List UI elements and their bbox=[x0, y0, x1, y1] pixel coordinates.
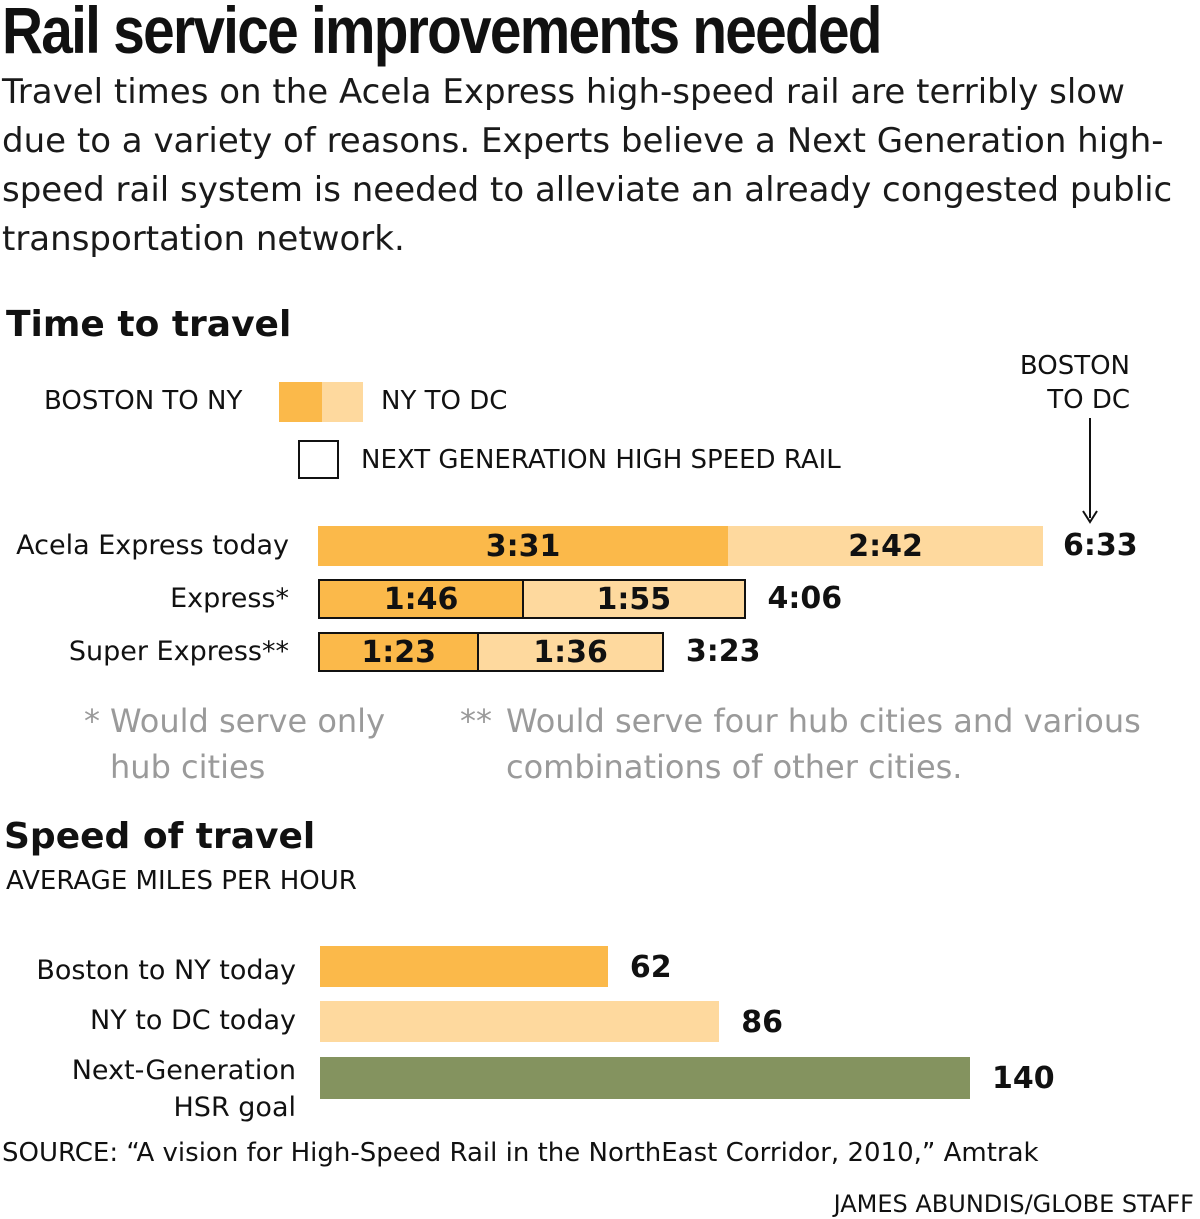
speed-bar-boston-to-ny-today bbox=[320, 946, 608, 987]
speed-row-label-ny-to-dc-today: NY to DC today bbox=[90, 1005, 296, 1036]
annotation-arrow bbox=[1082, 418, 1098, 524]
credit-line: JAMES ABUNDIS/GLOBE STAFF bbox=[833, 1190, 1194, 1218]
time-bar-express-boston-to-ny: 1:46 bbox=[318, 579, 525, 619]
speed-section-subtitle: AVERAGE MILES PER HOUR bbox=[6, 866, 357, 896]
annotation-arrow-head bbox=[1082, 510, 1098, 524]
note-super-mark: ** bbox=[460, 702, 492, 740]
time-bar-express-ny-to-dc: 1:55 bbox=[522, 579, 746, 619]
boston-dc-annotation-line1: BOSTON bbox=[1019, 351, 1130, 381]
time-total-express: 4:06 bbox=[767, 581, 843, 616]
time-section-title: Time to travel bbox=[6, 304, 292, 345]
speed-bar-ny-to-dc-today bbox=[320, 1001, 720, 1042]
time-row-label-express: Express* bbox=[170, 583, 289, 614]
time-row-label-acela-express-today: Acela Express today bbox=[16, 530, 289, 561]
legend-label-boston-ny: BOSTON TO NY bbox=[44, 386, 243, 416]
boston-dc-annotation: BOSTON TO DC bbox=[1012, 349, 1130, 417]
speed-row-label-boston-to-ny-today: Boston to NY today bbox=[36, 955, 296, 986]
legend-swatch-next-gen bbox=[298, 440, 339, 479]
time-bar-acela-express-today-ny-to-dc: 2:42 bbox=[728, 526, 1043, 566]
note-super-text: Would serve four hub cities and various … bbox=[506, 702, 1141, 786]
speed-value-next-generation-hsr-goal: 140 bbox=[992, 1061, 1055, 1096]
note-express-mark: * bbox=[84, 702, 100, 740]
speed-row-label-next-generation-hsr-goal: Next-Generation HSR goal bbox=[71, 1055, 296, 1123]
speed-bar-next-generation-hsr-goal bbox=[320, 1057, 970, 1099]
time-total-super-express: 3:23 bbox=[685, 634, 761, 669]
page-subtitle: Travel times on the Acela Express high-s… bbox=[2, 72, 1173, 259]
legend-label-next-gen: NEXT GENERATION HIGH SPEED RAIL bbox=[361, 445, 841, 475]
speed-value-ny-to-dc-today: 86 bbox=[741, 1005, 784, 1040]
time-bar-acela-express-today-boston-to-ny: 3:31 bbox=[318, 526, 729, 566]
legend-swatch-boston-ny bbox=[279, 382, 322, 422]
time-row-label-super-express: Super Express** bbox=[68, 636, 289, 667]
page-title: Rail service improvements needed bbox=[2, 0, 882, 67]
speed-value-boston-to-ny-today: 62 bbox=[629, 950, 672, 985]
speed-section-title: Speed of travel bbox=[4, 816, 316, 857]
legend-swatch-ny-dc bbox=[322, 382, 363, 422]
time-total-acela-express-today: 6:33 bbox=[1063, 528, 1138, 563]
time-bar-super-express-ny-to-dc: 1:36 bbox=[477, 632, 664, 672]
legend-label-ny-dc: NY TO DC bbox=[381, 386, 508, 416]
time-bar-super-express-boston-to-ny: 1:23 bbox=[318, 632, 480, 672]
source-note: SOURCE: “A vision for High-Speed Rail in… bbox=[2, 1138, 1039, 1168]
note-express-text: Would serve only hub cities bbox=[110, 702, 385, 786]
boston-dc-annotation-line2: TO DC bbox=[1047, 385, 1130, 415]
